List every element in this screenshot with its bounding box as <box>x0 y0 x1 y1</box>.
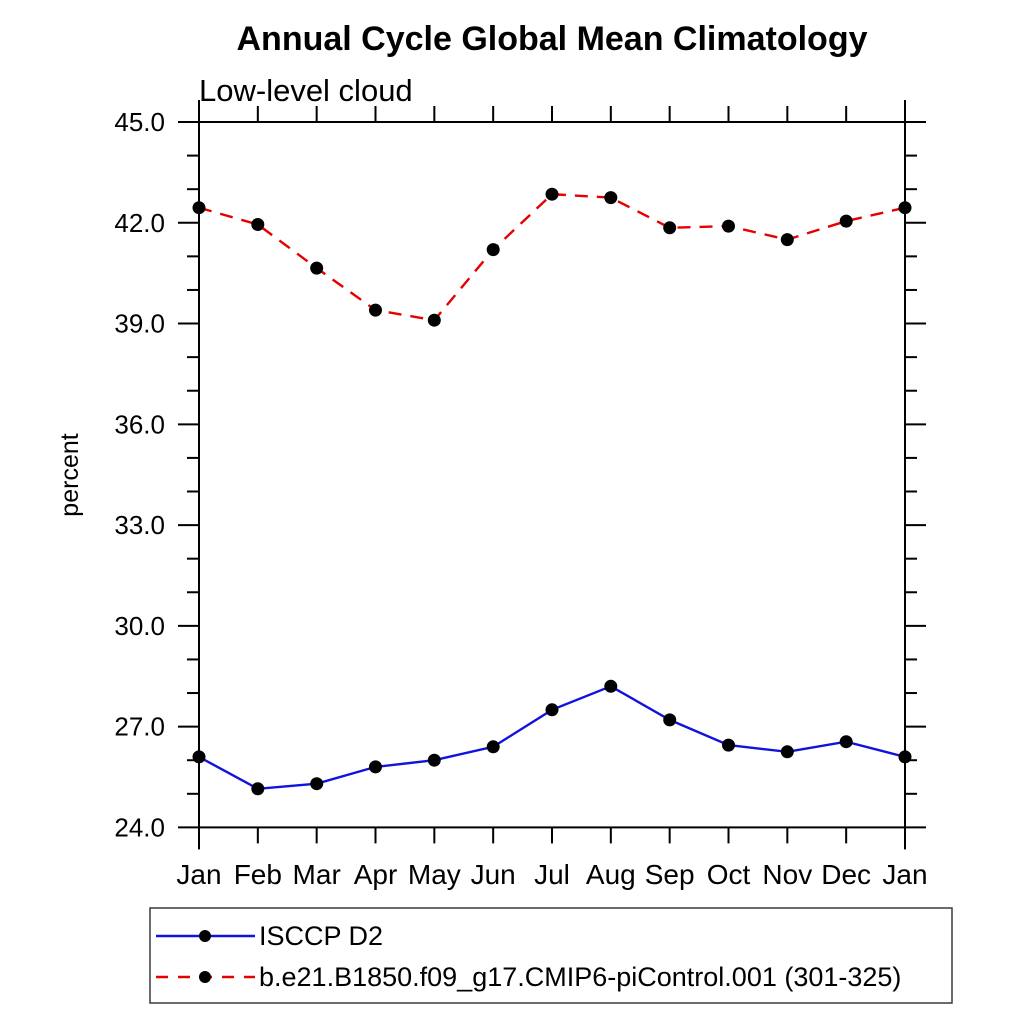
chart-subtitle: Low-level cloud <box>199 73 413 108</box>
data-point-isccp-d2 <box>545 703 559 717</box>
series-line-b-e21-b1850-f09-g17-cmip6-picontrol-001- <box>198 192 906 322</box>
x-tick-label: Feb <box>234 859 282 890</box>
data-point-b-e21-b1850-f09-g17-cmip6-picontrol-001- <box>604 191 618 205</box>
x-tick-label: Jan <box>882 859 927 890</box>
x-tick-label: Sep <box>645 859 695 890</box>
x-tick-label: May <box>408 859 461 890</box>
data-point-isccp-d2 <box>369 760 382 774</box>
legend-item-isccp-d2: ISCCP D2 <box>156 921 383 951</box>
x-tick-label: Nov <box>762 859 812 890</box>
x-tick-label: Dec <box>821 859 871 890</box>
data-point-isccp-d2 <box>722 738 735 752</box>
x-tick-label: Jun <box>471 859 516 890</box>
data-point-isccp-d2 <box>486 740 500 754</box>
y-tick-label: 33.0 <box>114 510 165 540</box>
y-tick-label: 42.0 <box>114 208 165 238</box>
data-point-isccp-d2 <box>251 782 265 796</box>
x-tick-label: Mar <box>293 859 341 890</box>
y-tick-label: 36.0 <box>114 409 165 439</box>
legend-marker-dot <box>199 930 211 942</box>
data-point-b-e21-b1850-f09-g17-cmip6-picontrol-001- <box>545 187 559 201</box>
y-axis-label: percent <box>56 433 84 516</box>
data-point-b-e21-b1850-f09-g17-cmip6-picontrol-001- <box>898 201 912 215</box>
x-tick-label: Aug <box>586 859 636 890</box>
data-point-isccp-d2 <box>192 750 206 764</box>
data-series <box>192 187 912 796</box>
data-point-isccp-d2 <box>427 753 441 767</box>
data-point-isccp-d2 <box>604 679 618 693</box>
y-tick-label: 45.0 <box>114 107 165 137</box>
x-tick-label: Jan <box>176 859 221 890</box>
x-tick-label: Jul <box>534 859 570 890</box>
y-tick-label: 24.0 <box>114 812 165 842</box>
plot-frame <box>198 121 906 829</box>
data-point-isccp-d2 <box>663 713 677 727</box>
data-point-isccp-d2 <box>310 777 324 791</box>
data-point-isccp-d2 <box>839 735 853 749</box>
legend-marker-dot <box>199 971 211 983</box>
data-point-b-e21-b1850-f09-g17-cmip6-picontrol-001- <box>251 218 265 231</box>
y-tick-label: 27.0 <box>114 712 165 742</box>
data-point-b-e21-b1850-f09-g17-cmip6-picontrol-001- <box>780 233 794 247</box>
data-point-b-e21-b1850-f09-g17-cmip6-picontrol-001- <box>839 214 853 228</box>
x-tick-label: Oct <box>707 859 751 890</box>
legend-item-b-e21-b1850-f09-g17-cmip6-picontrol-001-: b.e21.B1850.f09_g17.CMIP6-piControl.001 … <box>156 962 901 992</box>
legend: ISCCP D2 b.e21.B1850.f09_g17.CMIP6-piCont… <box>149 907 953 1004</box>
data-point-b-e21-b1850-f09-g17-cmip6-picontrol-001- <box>192 201 206 215</box>
chart-title: Annual Cycle Global Mean Climatology <box>237 20 868 58</box>
data-point-isccp-d2 <box>780 745 794 759</box>
data-point-b-e21-b1850-f09-g17-cmip6-picontrol-001- <box>369 303 382 317</box>
data-point-b-e21-b1850-f09-g17-cmip6-picontrol-001- <box>663 221 677 235</box>
y-tick-label: 30.0 <box>114 611 165 641</box>
legend-box <box>149 907 953 1004</box>
series-line-isccp-d2 <box>198 684 906 791</box>
axes: 24.0 27.0 30.0 33.0 36.0 39.0 42.0 45.0 Jan Feb Ma… <box>114 100 928 890</box>
x-tick-label: Apr <box>354 859 398 890</box>
data-point-b-e21-b1850-f09-g17-cmip6-picontrol-001- <box>486 243 500 257</box>
data-point-b-e21-b1850-f09-g17-cmip6-picontrol-001- <box>427 313 441 327</box>
data-point-b-e21-b1850-f09-g17-cmip6-picontrol-001- <box>722 219 735 233</box>
y-tick-label: 39.0 <box>114 309 165 339</box>
data-point-isccp-d2 <box>898 750 912 764</box>
legend-label: b.e21.B1850.f09_g17.CMIP6-piControl.001 … <box>259 962 901 992</box>
legend-label: ISCCP D2 <box>259 921 383 951</box>
data-point-b-e21-b1850-f09-g17-cmip6-picontrol-001- <box>310 261 324 275</box>
